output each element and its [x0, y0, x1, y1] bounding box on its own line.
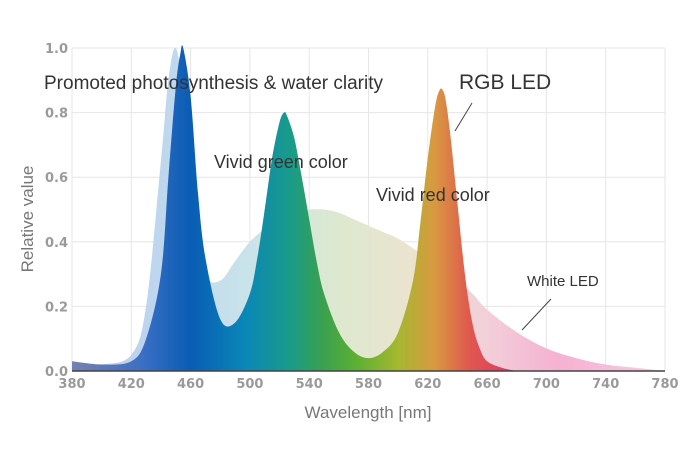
x-axis-ticks: 380 420 460 500 540 580 620 660 700 740 780: [58, 377, 678, 392]
y-tick-label: 0.0: [45, 365, 68, 380]
x-tick-label: 740: [592, 377, 619, 392]
annotation-white-led: White LED: [527, 273, 599, 290]
x-axis-title: Wavelength [nm]: [305, 403, 432, 422]
series-rgb-led: [72, 45, 517, 371]
x-tick-label: 380: [58, 377, 85, 392]
x-tick-label: 500: [236, 377, 263, 392]
rgb-led-area: [72, 45, 517, 371]
annotation-rgb-led: RGB LED: [459, 71, 551, 94]
x-tick-label: 460: [177, 377, 204, 392]
x-tick-label: 580: [355, 377, 382, 392]
series-white-led: [72, 47, 665, 371]
annotation-green-peak: Vivid green color: [214, 152, 348, 172]
y-tick-label: 1.0: [45, 42, 68, 57]
x-tick-label: 660: [474, 377, 501, 392]
y-tick-label: 0.8: [45, 107, 68, 122]
rgb-led-pointer: [454, 102, 473, 132]
y-tick-label: 0.4: [45, 236, 68, 251]
x-tick-label: 780: [651, 377, 678, 392]
white-led-pointer: [521, 298, 552, 331]
x-tick-label: 700: [533, 377, 560, 392]
annotation-blue-peak: Promoted photosynthesis & water clarity: [44, 73, 383, 94]
x-tick-label: 620: [414, 377, 441, 392]
x-tick-label: 540: [296, 377, 323, 392]
y-axis-title: Relative value: [18, 166, 37, 273]
annotation-red-peak: Vivid red color: [376, 185, 490, 205]
y-tick-label: 0.2: [45, 300, 68, 315]
y-tick-label: 0.6: [45, 171, 68, 186]
y-axis-ticks: 0.0 0.2 0.4 0.6 0.8 1.0: [45, 42, 68, 380]
white-led-area: [72, 47, 665, 371]
x-tick-label: 420: [118, 377, 145, 392]
